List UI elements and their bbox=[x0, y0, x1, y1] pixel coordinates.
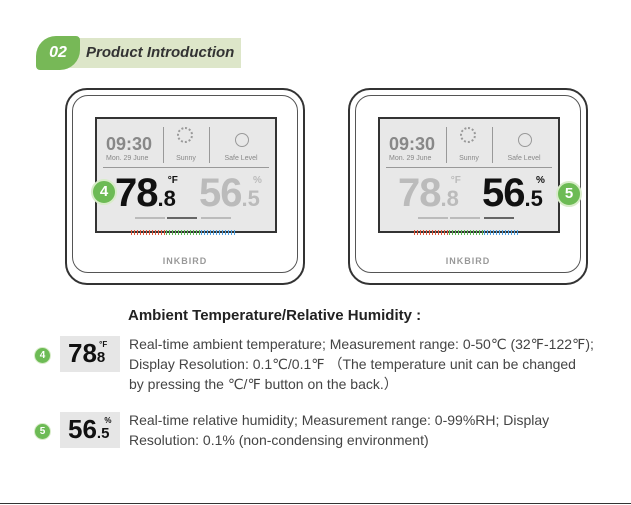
screen: 09:30 Mon. 29 June Sunny Safe Level 78.8 °F 56… bbox=[95, 117, 277, 233]
separator bbox=[446, 127, 447, 163]
section-heading: Ambient Temperature/Relative Humidity : bbox=[128, 307, 421, 324]
section-number: 02 bbox=[36, 36, 80, 70]
unit: °F bbox=[99, 340, 108, 349]
smile-icon bbox=[235, 133, 249, 147]
integer: 56 bbox=[199, 171, 242, 215]
sun-icon bbox=[177, 127, 193, 143]
badge: 5 bbox=[556, 181, 582, 207]
color-bar bbox=[131, 230, 165, 235]
time: 09:30 bbox=[389, 134, 436, 154]
color-bar bbox=[201, 230, 235, 235]
unit: % bbox=[104, 416, 112, 425]
temperature-reading: 78.8 °F bbox=[398, 171, 461, 216]
device-outline bbox=[65, 88, 305, 285]
comfort: Safe Level bbox=[224, 155, 258, 162]
colon: : bbox=[416, 307, 422, 324]
weather: Sunny bbox=[176, 155, 196, 162]
humidity-reading: 56.5% bbox=[482, 171, 545, 216]
color-bar bbox=[414, 230, 448, 235]
device-outline bbox=[348, 88, 588, 285]
device-inner bbox=[355, 95, 581, 273]
separator bbox=[386, 167, 552, 168]
screen-bar bbox=[167, 217, 197, 219]
separator bbox=[103, 167, 269, 168]
section-title: Ambient Temperature/Relative Humidity bbox=[128, 307, 412, 324]
display-sample: 56.5% bbox=[60, 412, 120, 448]
unit: % bbox=[252, 175, 262, 186]
integer: 78 bbox=[398, 171, 441, 215]
bottom-rule bbox=[0, 503, 631, 504]
decimal: .8 bbox=[440, 186, 459, 211]
screen-bar bbox=[135, 217, 165, 219]
display-sample: 788 °F bbox=[60, 336, 120, 372]
screen-bar bbox=[450, 217, 480, 219]
separator bbox=[492, 127, 493, 163]
header-banner bbox=[52, 38, 241, 68]
screen-bar bbox=[201, 217, 231, 219]
screen-bar bbox=[418, 217, 448, 219]
brand: INKBIRD bbox=[162, 256, 208, 266]
device-inner bbox=[72, 95, 298, 273]
integer: 56 bbox=[68, 414, 97, 444]
decimal: .5 bbox=[524, 186, 543, 211]
smile-icon bbox=[518, 133, 532, 147]
device: 09:30 Mon. 29 June Sunny Safe Level 78.8 °F 56… bbox=[348, 88, 588, 285]
description: Real-time relative humidity; Measurement… bbox=[129, 412, 550, 448]
unit: % bbox=[535, 175, 545, 186]
integer: 78 bbox=[115, 171, 158, 215]
separator bbox=[209, 127, 210, 163]
date: Mon. 29 June bbox=[106, 155, 149, 162]
badge: 4 bbox=[91, 179, 117, 205]
weather: Sunny bbox=[459, 155, 479, 162]
decimal: 8 bbox=[96, 349, 106, 366]
temperature-reading: 78.8 °F bbox=[115, 171, 178, 216]
brand: INKBIRD bbox=[445, 256, 491, 266]
screen-bar bbox=[484, 217, 514, 219]
color-bar bbox=[449, 230, 483, 235]
decimal: .5 bbox=[96, 425, 110, 442]
badge: 4 bbox=[34, 347, 51, 364]
integer: 56 bbox=[482, 171, 525, 215]
reading: 56.5% bbox=[68, 414, 112, 445]
unit: °F bbox=[167, 175, 178, 186]
decimal: .5 bbox=[241, 186, 260, 211]
integer: 78 bbox=[68, 338, 97, 368]
device: 09:30 Mon. 29 June Sunny Safe Level 78.8 °F 56… bbox=[65, 88, 305, 285]
unit: °F bbox=[450, 175, 461, 186]
time: 09:30 bbox=[106, 134, 153, 154]
color-bar bbox=[166, 230, 200, 235]
separator bbox=[163, 127, 164, 163]
sun-icon bbox=[460, 127, 476, 143]
screen: 09:30 Mon. 29 June Sunny Safe Level 78.8 °F 56… bbox=[378, 117, 560, 233]
description: Real-time ambient temperature; Measureme… bbox=[129, 336, 594, 392]
header-title: Product Introduction bbox=[86, 44, 235, 61]
badge: 5 bbox=[34, 423, 51, 440]
humidity-reading: 56.5% bbox=[199, 171, 262, 216]
decimal: .8 bbox=[157, 186, 176, 211]
color-bar bbox=[484, 230, 518, 235]
reading: 788 °F bbox=[68, 338, 108, 369]
comfort: Safe Level bbox=[507, 155, 541, 162]
date: Mon. 29 June bbox=[389, 155, 432, 162]
